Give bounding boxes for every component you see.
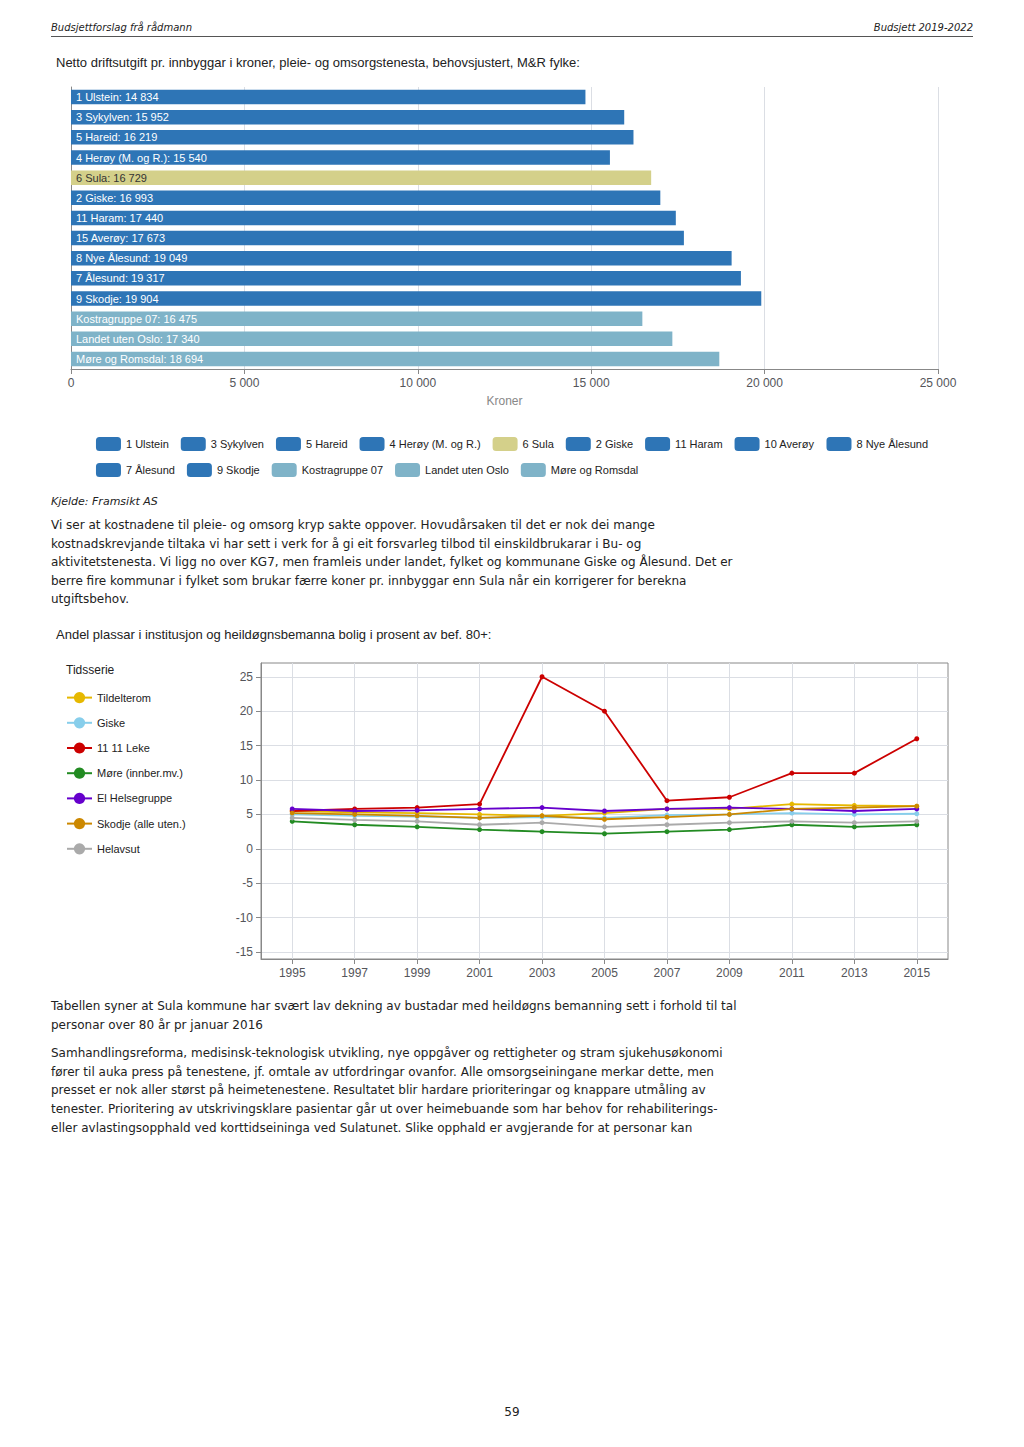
svg-text:10 000: 10 000 — [399, 376, 436, 390]
html-text:59: 59 — [504, 1405, 520, 1419]
svg-text:15 Averøy: 17 673: 15 Averøy: 17 673 — [76, 232, 165, 244]
svg-text:7 Ålesund: 19 317: 7 Ålesund: 19 317 — [76, 272, 165, 284]
svg-text:20: 20 — [240, 704, 254, 718]
svg-text:2003: 2003 — [529, 966, 556, 980]
svg-text:9 Skodje: 19 904: 9 Skodje: 19 904 — [76, 293, 159, 305]
svg-text:1997: 1997 — [341, 966, 368, 980]
svg-text:0: 0 — [68, 376, 75, 390]
svg-text:2013: 2013 — [841, 966, 868, 980]
svg-text:6 Sula: 6 Sula — [523, 438, 555, 450]
svg-text:8 Nye Ålesund: 8 Nye Ålesund — [856, 438, 928, 450]
html-text:Samhandlingsreforma, medisinsk: Samhandlingsreforma, medisinsk-teknologi… — [51, 1046, 723, 1135]
svg-text:-15: -15 — [236, 945, 254, 959]
svg-text:2001: 2001 — [466, 966, 493, 980]
svg-text:3 Sykylven: 3 Sykylven — [211, 438, 264, 450]
svg-text:8 Nye Ålesund: 19 049: 8 Nye Ålesund: 19 049 — [76, 252, 187, 264]
svg-text:3 Sykylven: 15 952: 3 Sykylven: 15 952 — [76, 111, 169, 123]
svg-text:4 Herøy (M. og R.): 4 Herøy (M. og R.) — [390, 438, 481, 450]
html-text:Tabellen syner at Sula kommune: Tabellen syner at Sula kommune har svært… — [51, 999, 737, 1032]
svg-text:Kostragruppe 07: 16 475: Kostragruppe 07: 16 475 — [76, 313, 197, 325]
svg-text:Giske: Giske — [97, 717, 125, 729]
svg-text:4 Herøy (M. og R.): 15 540: 4 Herøy (M. og R.): 15 540 — [76, 152, 207, 164]
svg-text:15 000: 15 000 — [573, 376, 610, 390]
svg-text:Landet uten Oslo: 17 340: Landet uten Oslo: 17 340 — [76, 333, 200, 345]
svg-text:El Helsegruppe: El Helsegruppe — [97, 792, 172, 804]
svg-text:15: 15 — [240, 739, 254, 753]
svg-text:2 Giske: 16 993: 2 Giske: 16 993 — [76, 192, 153, 204]
svg-text:9 Skodje: 9 Skodje — [217, 464, 260, 476]
svg-text:2005: 2005 — [591, 966, 618, 980]
svg-text:Andel plassar i institusjon og: Andel plassar i institusjon og heildøgns… — [56, 627, 491, 642]
svg-text:2015: 2015 — [903, 966, 930, 980]
svg-text:Kroner: Kroner — [486, 394, 522, 408]
svg-text:2 Giske: 2 Giske — [596, 438, 633, 450]
svg-text:0: 0 — [246, 842, 253, 856]
html-text:Budsjett 2019-2022: Budsjett 2019-2022 — [873, 22, 973, 33]
svg-text:11 11 Leke: 11 11 Leke — [97, 742, 150, 754]
svg-text:2011: 2011 — [779, 966, 805, 980]
svg-text:2009: 2009 — [716, 966, 743, 980]
svg-text:1 Ulstein: 14 834: 1 Ulstein: 14 834 — [76, 91, 159, 103]
svg-text:Møre og Romsdal: Møre og Romsdal — [551, 464, 638, 476]
svg-text:1995: 1995 — [279, 966, 306, 980]
svg-text:Møre (innber.mv.): Møre (innber.mv.) — [97, 767, 183, 779]
svg-text:5: 5 — [246, 807, 253, 821]
svg-text:-5: -5 — [242, 876, 253, 890]
svg-text:7 Ålesund: 7 Ålesund — [126, 464, 175, 476]
html-text:Budsjettforslag frå rådmann: Budsjettforslag frå rådmann — [51, 22, 192, 33]
svg-text:Kostragruppe 07: Kostragruppe 07 — [302, 464, 383, 476]
svg-text:6 Sula: 16 729: 6 Sula: 16 729 — [76, 172, 147, 184]
svg-text:25: 25 — [240, 670, 254, 684]
svg-text:Tildelterom: Tildelterom — [97, 692, 151, 704]
svg-text:25 000: 25 000 — [920, 376, 957, 390]
svg-text:Tidsserie: Tidsserie — [66, 663, 115, 677]
svg-text:5 Hareid: 5 Hareid — [306, 438, 348, 450]
svg-text:Landet uten Oslo: Landet uten Oslo — [425, 464, 509, 476]
svg-text:20 000: 20 000 — [746, 376, 783, 390]
svg-text:10: 10 — [240, 773, 254, 787]
svg-text:1999: 1999 — [404, 966, 431, 980]
svg-text:5 Hareid: 16 219: 5 Hareid: 16 219 — [76, 131, 157, 143]
svg-text:10 Averøy: 10 Averøy — [765, 438, 815, 450]
svg-text:Skodje (alle uten.): Skodje (alle uten.) — [97, 818, 186, 830]
html-text:Vi ser at kostnadene til pleie: Vi ser at kostnadene til pleie- og omsor… — [51, 518, 733, 607]
svg-text:Helavsut: Helavsut — [97, 843, 140, 855]
html-text:Kjelde: Framsikt AS: Kjelde: Framsikt AS — [51, 495, 158, 508]
svg-text:2007: 2007 — [654, 966, 681, 980]
svg-text:11 Haram: 11 Haram — [675, 438, 722, 450]
svg-text:5 000: 5 000 — [229, 376, 259, 390]
svg-text:-10: -10 — [236, 911, 254, 925]
svg-text:Netto driftsutgift pr. innbygg: Netto driftsutgift pr. innbyggar i krone… — [56, 55, 580, 70]
svg-text:1 Ulstein: 1 Ulstein — [126, 438, 169, 450]
svg-text:11 Haram: 17 440: 11 Haram: 17 440 — [76, 212, 163, 224]
svg-text:Møre og Romsdal: 18 694: Møre og Romsdal: 18 694 — [76, 353, 203, 365]
